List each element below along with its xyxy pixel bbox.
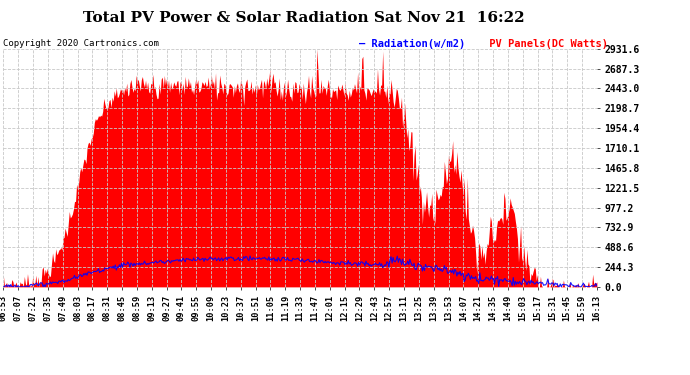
Text: Total PV Power & Solar Radiation Sat Nov 21  16:22: Total PV Power & Solar Radiation Sat Nov… xyxy=(83,11,524,25)
Text: PV Panels(DC Watts): PV Panels(DC Watts) xyxy=(483,39,608,50)
Text: Copyright 2020 Cartronics.com: Copyright 2020 Cartronics.com xyxy=(3,39,159,48)
Text: — Radiation(w/m2): — Radiation(w/m2) xyxy=(359,39,465,50)
